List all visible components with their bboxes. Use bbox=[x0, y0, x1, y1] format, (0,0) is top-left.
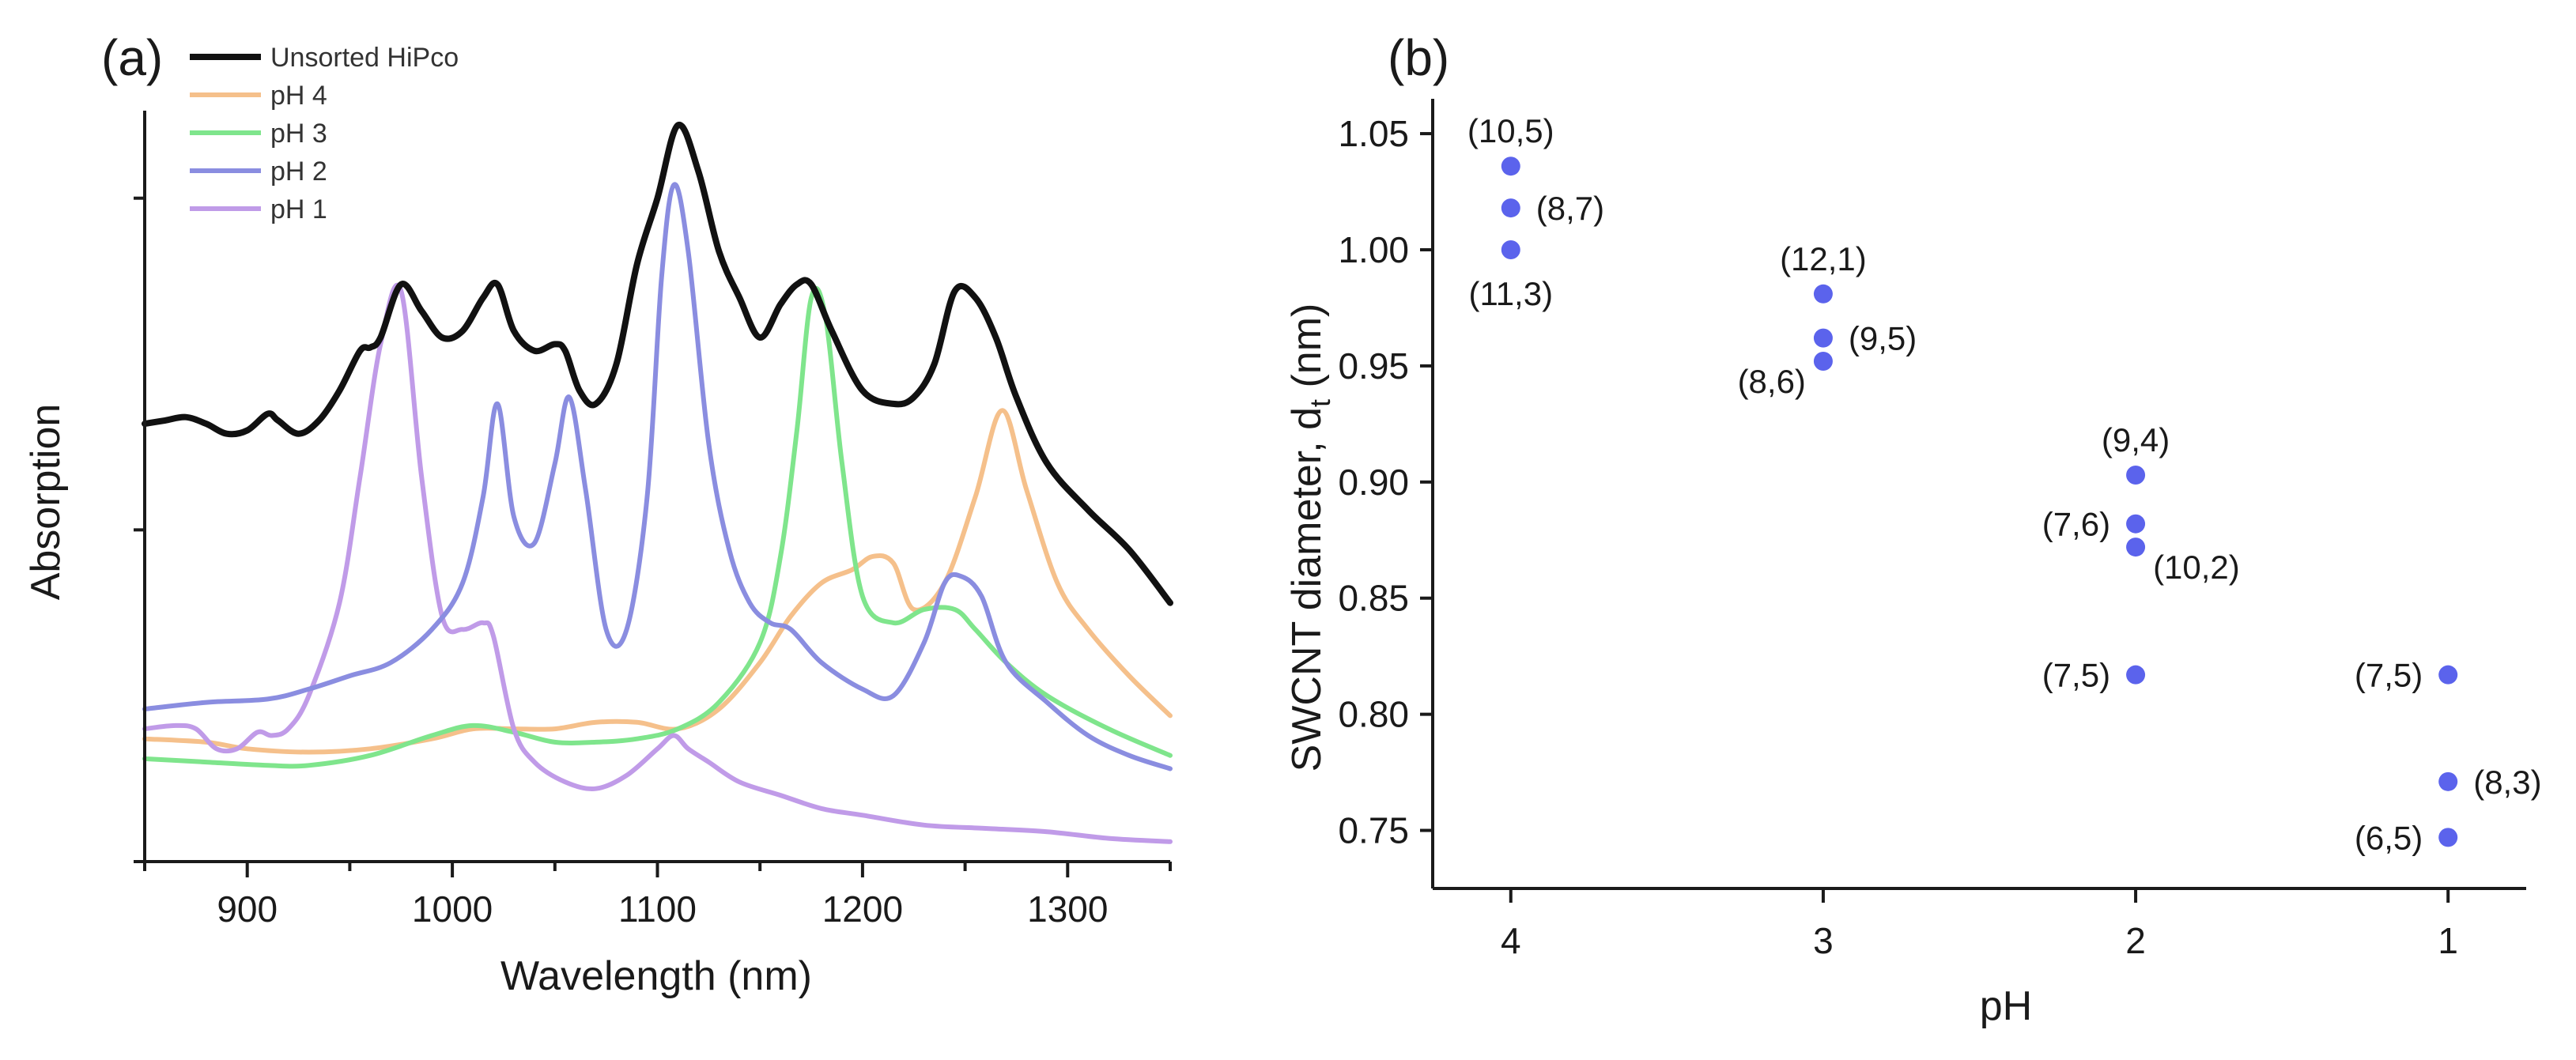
panel-a-x-tick-label: 1200 bbox=[822, 888, 903, 930]
panel-a-absorption-chart: (a) 900 1000 1100 1200 1300 Unsorted HiPco pH… bbox=[23, 29, 1173, 999]
point-label: (6,5) bbox=[2355, 819, 2423, 856]
point-label: (12,1) bbox=[1780, 240, 1867, 277]
panel-b-x-tick-label: 2 bbox=[2125, 920, 2146, 961]
scatter-point bbox=[2126, 514, 2146, 534]
panel-a-legend: Unsorted HiPco pH 4 pH 3 pH 2 pH 1 bbox=[190, 43, 459, 224]
legend-entry: pH 3 bbox=[190, 119, 327, 149]
panel-b-y-axis-title-subscript: t bbox=[1304, 399, 1336, 407]
panel-b-x-axis-title: pH bbox=[1980, 983, 2032, 1029]
panel-b-x-tick-label: 4 bbox=[1501, 920, 1521, 961]
panel-a-y-axis-title: Absorption bbox=[23, 404, 69, 601]
series-line-ph-1 bbox=[142, 282, 1173, 844]
panel-a-axes: 900 1000 1100 1200 1300 bbox=[134, 111, 1172, 930]
panel-a-x-tick-label: 900 bbox=[217, 888, 278, 930]
panel-b-x-tick-label: 3 bbox=[1813, 920, 1834, 961]
scatter-point bbox=[2438, 828, 2458, 847]
panel-a-x-tick-label: 1000 bbox=[412, 888, 493, 930]
series-line-ph-4 bbox=[142, 408, 1173, 755]
point-label: (7,6) bbox=[2042, 506, 2110, 543]
panel-b-y-tick-label: 1.05 bbox=[1338, 113, 1409, 154]
panel-b-x-tick-label: 1 bbox=[2438, 920, 2458, 961]
panel-b-axes: 0.75 0.80 0.85 0.90 0.95 1.00 1.05 4 3 2 1 bbox=[1338, 99, 2526, 961]
panel-b-y-axis-title: SWCNT diameter, dt (nm) bbox=[1284, 304, 1336, 772]
panel-a-x-tick-label: 1300 bbox=[1027, 888, 1108, 930]
panel-b-label: (b) bbox=[1388, 29, 1449, 86]
point-label: (8,7) bbox=[1536, 190, 1604, 227]
legend-entry: pH 4 bbox=[190, 81, 327, 111]
series-line-ph-3 bbox=[142, 285, 1173, 769]
legend-entry: Unsorted HiPco bbox=[190, 43, 459, 73]
point-label: (11,3) bbox=[1468, 275, 1553, 312]
panel-b-y-tick-label: 0.80 bbox=[1338, 694, 1409, 735]
panel-b-y-tick-label: 0.85 bbox=[1338, 578, 1409, 619]
legend-label: pH 2 bbox=[270, 157, 327, 187]
scatter-point bbox=[1501, 198, 1520, 218]
scatter-point bbox=[1501, 157, 1520, 176]
point-label: (9,5) bbox=[1849, 320, 1917, 357]
series-line-ph-2 bbox=[142, 182, 1173, 771]
point-label: (10,5) bbox=[1467, 112, 1554, 149]
point-label: (7,5) bbox=[2042, 657, 2110, 694]
panel-b-y-tick-label: 0.75 bbox=[1338, 810, 1409, 851]
scatter-point bbox=[2438, 771, 2458, 791]
panel-b-y-tick-label: 0.90 bbox=[1338, 462, 1409, 503]
absorption-curves bbox=[142, 122, 1173, 844]
panel-b-points: (10,5) (8,7) (11,3) (12,1) (9,5) (8,6) (9,4) (7… bbox=[1467, 112, 2542, 856]
series-line-unsorted-hipco bbox=[142, 122, 1173, 606]
scatter-point bbox=[2126, 538, 2146, 557]
legend-label: pH 3 bbox=[270, 119, 327, 149]
legend-label: pH 4 bbox=[270, 81, 327, 111]
point-label: (10,2) bbox=[2153, 549, 2240, 586]
panel-a-x-tick-label: 1100 bbox=[618, 888, 697, 930]
scatter-point bbox=[1813, 284, 1833, 304]
scatter-point bbox=[2438, 665, 2458, 685]
scatter-point bbox=[1813, 328, 1833, 348]
scatter-point bbox=[1501, 240, 1520, 259]
point-label: (9,4) bbox=[2102, 421, 2170, 458]
legend-entry: pH 2 bbox=[190, 157, 327, 187]
panel-b-y-tick-label: 0.95 bbox=[1338, 345, 1409, 387]
scatter-point bbox=[2126, 665, 2146, 685]
legend-entry: pH 1 bbox=[190, 194, 327, 224]
point-label: (8,6) bbox=[1738, 363, 1806, 400]
scatter-point bbox=[2126, 465, 2146, 485]
panel-b-diameter-scatter: (b) 0.75 0.80 0.85 0.90 0.95 1.00 1.05 4 3 2 1 (10… bbox=[1284, 29, 2542, 1029]
panel-b-y-axis-title-main: SWCNT diameter, d bbox=[1284, 407, 1330, 771]
point-label: (8,3) bbox=[2473, 764, 2541, 801]
legend-label: pH 1 bbox=[270, 194, 327, 224]
panel-b-y-axis-title-suffix: (nm) bbox=[1284, 304, 1330, 399]
legend-label: Unsorted HiPco bbox=[270, 43, 459, 73]
panel-a-label: (a) bbox=[101, 29, 163, 86]
scatter-point bbox=[1813, 352, 1833, 372]
point-label: (7,5) bbox=[2355, 657, 2423, 694]
panel-b-y-tick-label: 1.00 bbox=[1338, 229, 1409, 270]
panel-a-x-axis-title: Wavelength (nm) bbox=[500, 953, 812, 999]
